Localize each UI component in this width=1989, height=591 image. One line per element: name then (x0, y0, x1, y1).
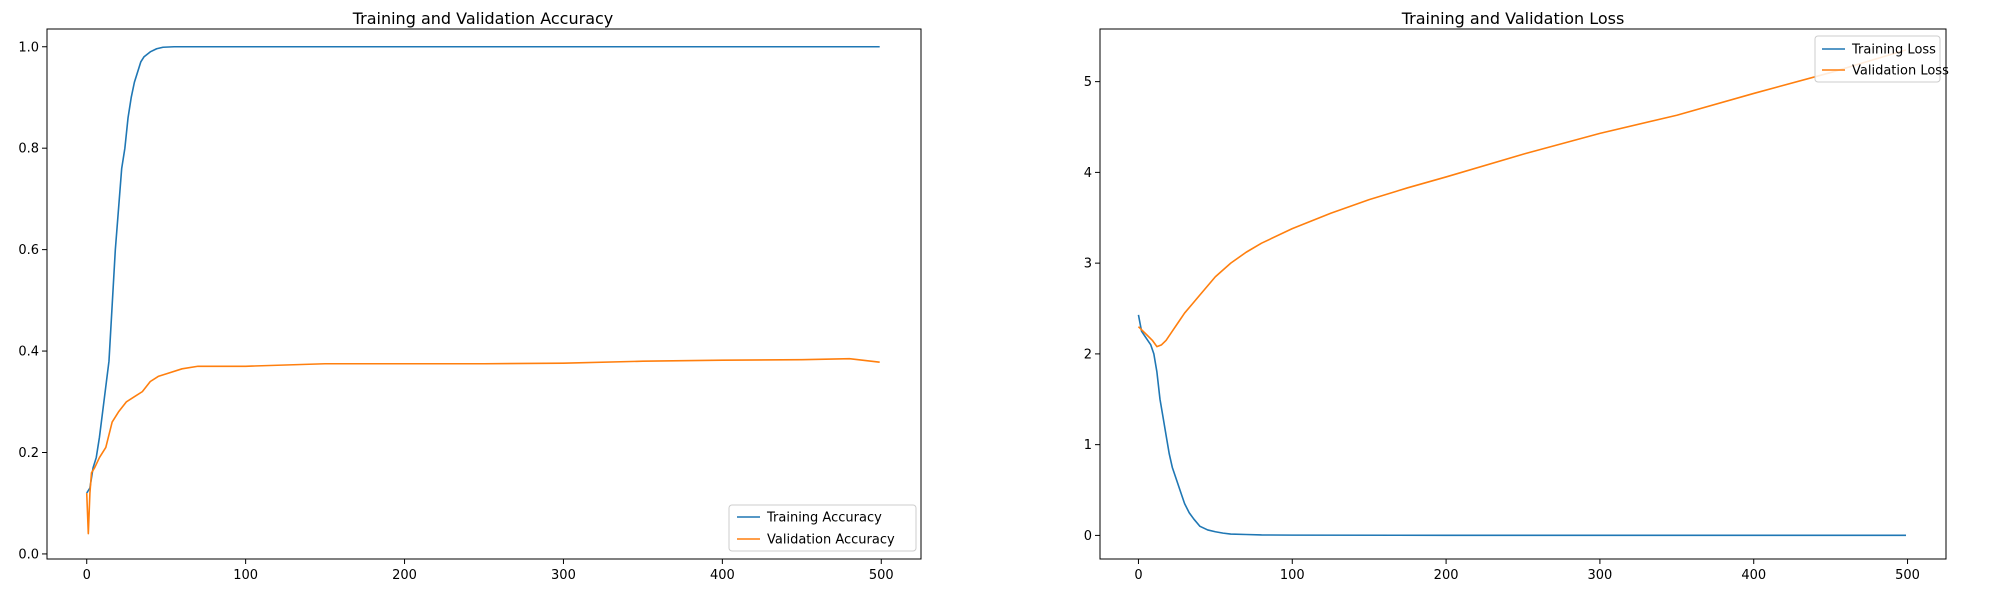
loss-y-tick-label: 0 (1084, 529, 1092, 544)
loss-y-tick-label: 5 (1084, 75, 1092, 90)
legend-label-validation-accuracy: Validation Accuracy (767, 533, 895, 548)
accuracy-x-tick-label: 100 (233, 568, 258, 583)
accuracy-y-tick-label: 1.0 (18, 40, 39, 55)
loss-legend: Training Loss Validation Loss (1814, 35, 1949, 83)
loss-x-tick-label: 200 (1434, 568, 1459, 583)
series-line-training-accuracy (86, 45, 880, 494)
accuracy-y-tick-label: 0.4 (18, 345, 39, 360)
loss-y-tick-label: 2 (1084, 347, 1092, 362)
loss-x-tick-label: 500 (1895, 568, 1920, 583)
series-line-validation-accuracy (85, 357, 880, 535)
loss-y-tick-label: 4 (1084, 166, 1092, 181)
legend-label-training-loss: Training Loss (1851, 43, 1936, 58)
legend-box (728, 504, 917, 552)
legend-label-validation-loss: Validation Loss (1852, 64, 1949, 79)
accuracy-panel: Training and Validation Accuracy 0 100 200… (18, 9, 922, 583)
accuracy-ticks: 0 100 200 300 400 500 0.0 0.2 0.4 0.6 0.8 1.0 (18, 40, 893, 583)
accuracy-x-tick-label: 200 (392, 568, 417, 583)
accuracy-y-tick-label: 0.8 (18, 142, 39, 157)
loss-x-tick-label: 0 (1134, 568, 1142, 583)
loss-y-tick-label: 1 (1084, 438, 1092, 453)
loss-ticks: 0 100 200 300 400 500 0 1 2 3 4 5 (1084, 75, 1920, 583)
loss-panel: Training and Validation Loss 0 100 200 300 4… (1084, 9, 1949, 583)
accuracy-x-tick-label: 0 (83, 568, 91, 583)
series-line-validation-loss (1137, 49, 1907, 348)
accuracy-x-tick-label: 400 (710, 568, 735, 583)
accuracy-y-tick-label: 0.6 (18, 243, 39, 258)
accuracy-axes-frame (46, 28, 922, 560)
loss-x-tick-label: 300 (1587, 568, 1612, 583)
loss-x-tick-label: 100 (1280, 568, 1305, 583)
loss-lines (1137, 49, 1907, 537)
accuracy-x-tick-label: 300 (551, 568, 576, 583)
loss-title: Training and Validation Loss (1401, 9, 1625, 28)
loss-x-tick-label: 400 (1741, 568, 1766, 583)
series-line-training-loss (1137, 314, 1907, 537)
accuracy-title: Training and Validation Accuracy (352, 9, 614, 28)
accuracy-y-tick-label: 0.0 (18, 547, 39, 562)
accuracy-legend: Training Accuracy Validation Accuracy (728, 504, 917, 552)
accuracy-y-tick-label: 0.2 (18, 446, 39, 461)
loss-y-tick-label: 3 (1084, 257, 1092, 272)
legend-label-training-accuracy: Training Accuracy (766, 511, 882, 526)
accuracy-x-tick-label: 500 (869, 568, 894, 583)
accuracy-lines (85, 45, 880, 535)
legend-box (1814, 35, 1941, 83)
loss-axes-frame (1099, 28, 1947, 560)
